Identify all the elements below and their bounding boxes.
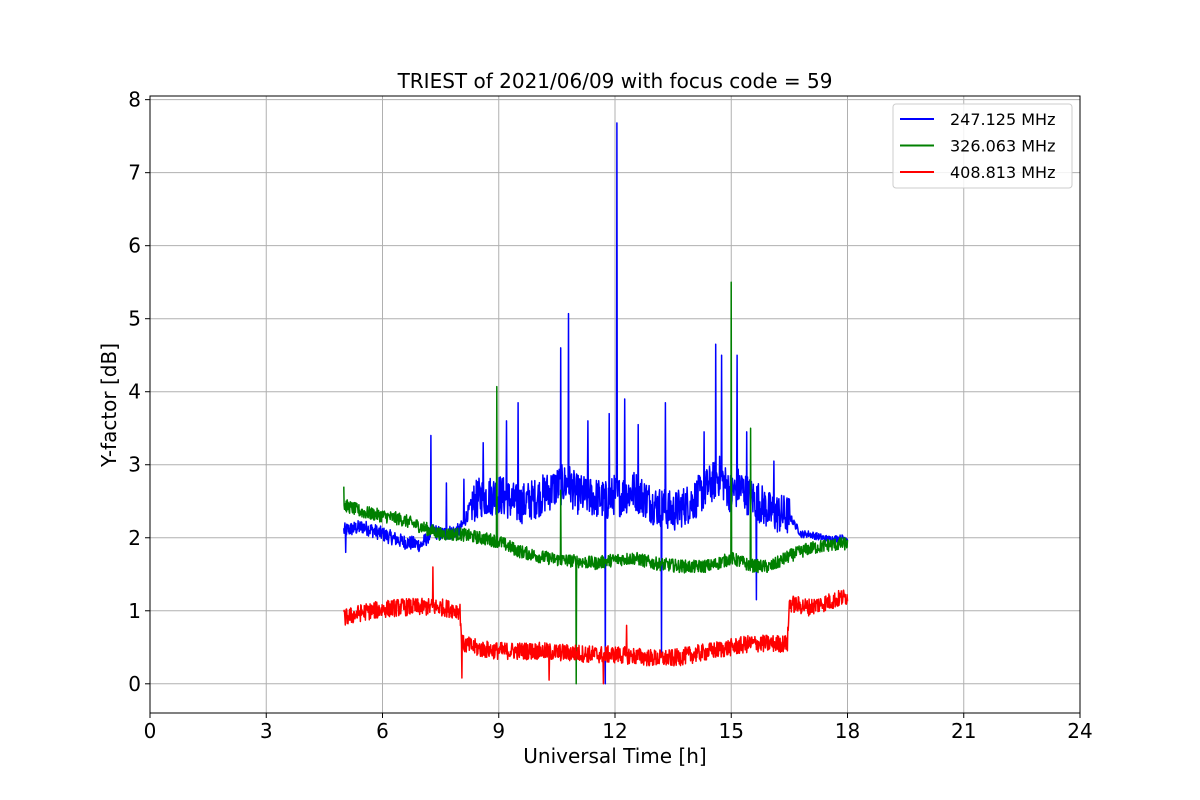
legend-label: 247.125 MHz [950,110,1055,129]
y-tick-label: 5 [128,307,141,331]
y-tick-label: 8 [128,88,141,112]
y-tick-label: 6 [128,234,141,258]
x-tick-label: 21 [951,719,976,743]
legend-label: 326.063 MHz [950,137,1055,156]
y-tick-label: 1 [128,599,141,623]
x-tick-label: 3 [260,719,273,743]
series-layer [343,122,849,685]
legend: 247.125 MHz 326.063 MHz 408.813 MHz [892,103,1073,189]
grid [149,96,1081,713]
x-tick-label: 24 [1067,719,1092,743]
y-tick-label: 4 [128,380,141,404]
y-tick-label: 0 [128,672,141,696]
legend-label: 408.813 MHz [950,163,1055,182]
y-axis-label: Y-factor [dB] [97,343,121,468]
series-line-3 [343,566,849,685]
x-tick-label: 12 [602,719,627,743]
chart-title: TRIEST of 2021/06/09 with focus code = 5… [397,69,833,93]
x-tick-label: 15 [719,719,744,743]
x-tick-label: 6 [376,719,389,743]
legend-box [892,103,1073,189]
x-tick-label: 0 [144,719,157,743]
series-line-1 [343,122,849,685]
y-tick-label: 2 [128,526,141,550]
x-axis-label: Universal Time [h] [523,744,706,768]
series-line-2 [343,281,849,685]
y-tick-label: 3 [128,453,141,477]
x-tick-label: 18 [835,719,860,743]
y-tick-label: 7 [128,161,141,185]
x-tick-label: 9 [492,719,505,743]
